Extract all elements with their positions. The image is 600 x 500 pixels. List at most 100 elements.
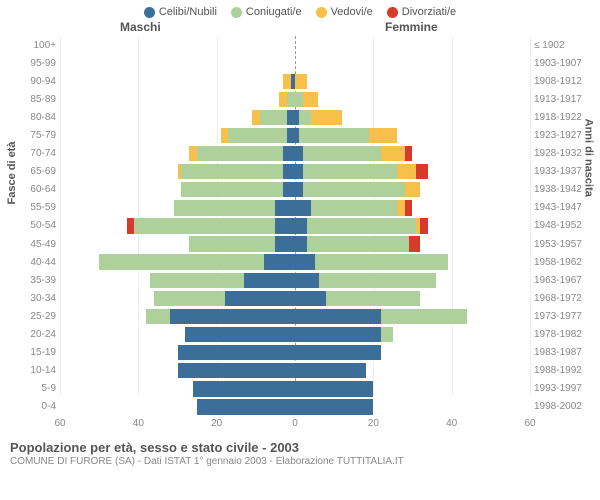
age-row: 80-841918-1922 (60, 108, 530, 126)
x-tick: 20 (211, 418, 222, 429)
bar-segment (295, 164, 303, 179)
birth-year-label: 1948-1952 (534, 220, 586, 231)
bar-segment (185, 327, 295, 342)
bar-male (60, 381, 295, 396)
bar-segment (178, 345, 296, 360)
legend-item: Coniugati/e (231, 6, 302, 18)
birth-year-label: 1978-1982 (534, 329, 586, 340)
bar-segment (127, 218, 135, 233)
bar-segment (303, 92, 319, 107)
bar-segment (295, 273, 319, 288)
bar-segment (409, 236, 421, 251)
bar-segment (295, 182, 303, 197)
bar-segment (244, 273, 295, 288)
bar-segment (295, 327, 381, 342)
bar-female (295, 399, 530, 414)
x-tick: 60 (54, 418, 65, 429)
bar-pair (60, 37, 530, 52)
bar-segment (307, 236, 409, 251)
bar-segment (295, 92, 303, 107)
age-row: 90-941908-1912 (60, 72, 530, 90)
y-axis-left-title: Fasce di età (6, 142, 18, 205)
bar-female (295, 327, 530, 342)
bar-segment (295, 309, 381, 324)
bar-segment (154, 291, 225, 306)
bar-male (60, 363, 295, 378)
age-row: 0-41998-2002 (60, 398, 530, 416)
bar-male (60, 218, 295, 233)
bar-segment (252, 110, 260, 125)
bar-female (295, 345, 530, 360)
bar-segment (287, 110, 295, 125)
bar-male (60, 236, 295, 251)
bar-pair (60, 254, 530, 269)
age-row: 10-141988-1992 (60, 362, 530, 380)
bar-female (295, 55, 530, 70)
bar-segment (405, 146, 413, 161)
bar-male (60, 146, 295, 161)
bar-male (60, 273, 295, 288)
bar-segment (405, 200, 413, 215)
birth-year-label: 1983-1987 (534, 347, 586, 358)
age-label: 75-79 (18, 130, 56, 141)
bar-female (295, 164, 530, 179)
legend-label: Celibi/Nubili (159, 6, 217, 18)
bar-segment (381, 327, 393, 342)
bar-female (295, 236, 530, 251)
legend-swatch (231, 7, 242, 18)
birth-year-label: 1918-1922 (534, 112, 586, 123)
bar-segment (287, 92, 295, 107)
age-row: 95-991903-1907 (60, 54, 530, 72)
bar-segment (295, 146, 303, 161)
legend-label: Coniugati/e (246, 6, 302, 18)
birth-year-label: 1923-1927 (534, 130, 586, 141)
age-label: 10-14 (18, 365, 56, 376)
bar-female (295, 291, 530, 306)
birth-year-label: 1933-1937 (534, 166, 586, 177)
birth-year-label: 1998-2002 (534, 401, 586, 412)
birth-year-label: ≤ 1902 (534, 40, 586, 51)
bar-female (295, 182, 530, 197)
legend-item: Celibi/Nubili (144, 6, 217, 18)
bar-segment (303, 182, 405, 197)
bar-segment (381, 309, 467, 324)
grid-line (530, 36, 531, 396)
bar-male (60, 128, 295, 143)
bar-pair (60, 363, 530, 378)
bar-male (60, 254, 295, 269)
birth-year-label: 1958-1962 (534, 257, 586, 268)
x-tick: 0 (292, 418, 298, 429)
header-male: Maschi (120, 20, 161, 34)
age-label: 70-74 (18, 148, 56, 159)
bar-pair (60, 55, 530, 70)
bar-segment (295, 399, 373, 414)
bar-pair (60, 327, 530, 342)
bar-segment (225, 291, 296, 306)
legend-label: Vedovi/e (331, 6, 373, 18)
age-label: 60-64 (18, 184, 56, 195)
bar-pair (60, 182, 530, 197)
age-label: 20-24 (18, 329, 56, 340)
age-label: 55-59 (18, 202, 56, 213)
bar-segment (283, 146, 295, 161)
age-label: 90-94 (18, 76, 56, 87)
age-row: 100+≤ 1902 (60, 36, 530, 54)
bar-segment (295, 218, 307, 233)
age-row: 40-441958-1962 (60, 253, 530, 271)
age-label: 100+ (18, 40, 56, 51)
birth-year-label: 1903-1907 (534, 58, 586, 69)
birth-year-label: 1908-1912 (534, 76, 586, 87)
legend-item: Vedovi/e (316, 6, 373, 18)
bar-segment (303, 164, 397, 179)
bar-segment (283, 182, 295, 197)
bar-pair (60, 345, 530, 360)
bar-female (295, 273, 530, 288)
birth-year-label: 1928-1932 (534, 148, 586, 159)
legend-item: Divorziati/e (387, 6, 456, 18)
chart-subtitle: COMUNE DI FURORE (SA) - Dati ISTAT 1° ge… (10, 456, 590, 467)
age-row: 55-591943-1947 (60, 199, 530, 217)
bar-pair (60, 164, 530, 179)
bar-pair (60, 128, 530, 143)
chart-title: Popolazione per età, sesso e stato civil… (10, 440, 590, 455)
legend-swatch (387, 7, 398, 18)
